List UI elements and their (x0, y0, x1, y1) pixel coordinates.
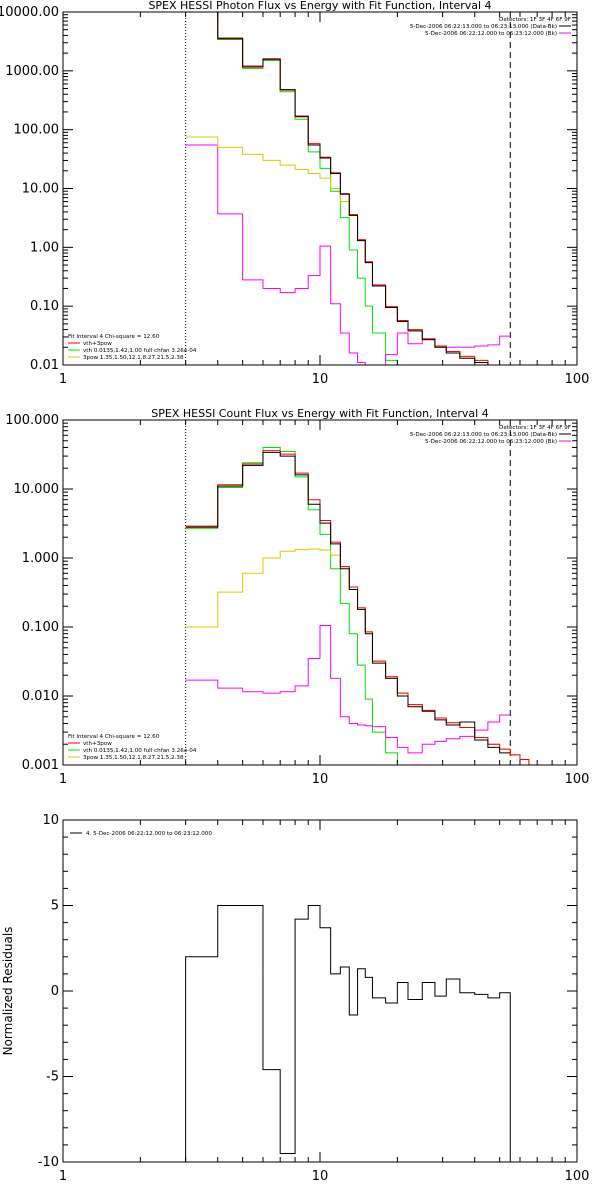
y-tick-label: -10 (38, 1155, 59, 1170)
series-yellow (185, 136, 489, 365)
series-black (185, 451, 511, 754)
legend-bottom-left-text: 3pow 1.35,1.50,12.1,8.27,21.5,2.38 (83, 755, 184, 761)
legend-bottom-left-text: Fit Interval 4 Chi-square = 12.60 (68, 334, 160, 340)
x-tick-label: 1 (59, 772, 67, 787)
y-tick-label: 0.01 (30, 358, 59, 373)
y-tick-label: 10000.00 (0, 5, 59, 20)
y-tick-label: 1.00 (30, 240, 59, 255)
legend-top-right-text: 5-Dec-2006 06:22:12.000 to 06:23:12.000 … (425, 439, 557, 445)
series-magenta (185, 625, 511, 754)
legend-bottom-left-text: vth+3pow (83, 341, 112, 347)
series-red (185, 12, 489, 365)
legend-top-left-text: 4. 5-Dec-2006 06:22:12.000 to 06:23:12.0… (86, 831, 212, 837)
legend-bottom-left-text: vth 0.0135,1.42,1.00 full chfan 3.26e-04 (83, 748, 197, 754)
series-group (185, 446, 538, 765)
y-tick-label: -5 (46, 1070, 59, 1085)
plot-frame (62, 11, 578, 366)
x-tick-label: 10 (312, 772, 329, 787)
x-tick-label: 100 (565, 772, 590, 787)
series-green (185, 12, 398, 365)
legend-bottom-left-text: 3pow 1.35,1.50,12.1,8.27,21.5,2.38 (83, 355, 184, 361)
y-tick-label: 10 (42, 813, 59, 828)
legend-top-right-text: 5-Dec-2006 06:22:12.000 to 06:23:12.000 … (425, 31, 557, 37)
y-tick-label: 1.000 (22, 551, 59, 566)
y-tick-label: 0.100 (22, 620, 59, 635)
x-tick-label: 100 (565, 1169, 590, 1184)
chart-title: SPEX HESSI Photon Flux vs Energy with Fi… (148, 0, 491, 12)
series-green (185, 446, 398, 765)
series-black (185, 12, 489, 365)
legend-bottom-left-text: vth+3pow (83, 741, 112, 747)
series-group (185, 905, 511, 1162)
series-magenta (185, 144, 511, 365)
legend-top-right-text: 5-Dec-2006 06:22:13.000 to 06:23:13.000 … (410, 24, 557, 30)
y-tick-label: 10.00 (22, 182, 59, 197)
x-tick-label: 10 (312, 372, 329, 387)
series-group (185, 12, 511, 365)
y-tick-label: 5 (51, 899, 59, 914)
y-tick-label: 100.000 (5, 413, 59, 428)
y-tick-label: 0.10 (30, 299, 59, 314)
y-tick-label: 0.010 (22, 689, 59, 704)
y-tick-label: 0.001 (22, 758, 59, 773)
y-axis-label: Normalized Residuals (1, 927, 15, 1056)
series-yellow (185, 548, 538, 765)
legend-top-right-text: Detectors: 1F 3F 4F 6F 9F (499, 17, 571, 23)
x-tick-label: 1 (59, 1169, 67, 1184)
y-tick-label: 10.000 (14, 482, 60, 497)
plot-frame (62, 419, 578, 766)
legend-top-right-text: 5-Dec-2006 06:22:13.000 to 06:23:13.000 … (410, 432, 557, 438)
chart-panel-3: Normalized Residuals 1 10 100 -10 -5 0 5 10 4. 5-… (1, 813, 589, 1184)
legend-bottom-left-text: vth 0.0135,1.42,1.00 full chfan 3.26e-04 (83, 348, 197, 354)
y-tick-label: 0 (51, 984, 59, 999)
chart-panel-1: SPEX HESSI Photon Flux vs Energy with Fi… (0, 0, 590, 387)
series-black (185, 905, 511, 1162)
x-tick-label: 10 (312, 1169, 329, 1184)
chart-title: SPEX HESSI Count Flux vs Energy with Fit… (151, 407, 488, 420)
x-tick-label: 1 (59, 372, 67, 387)
legend-bottom-left-text: Fit Interval 4 Chi-square = 12.60 (68, 734, 160, 740)
legend-top-right-text: Detectors: 1F 3F 4F 6F 9F (499, 425, 571, 431)
x-tick-label: 100 (565, 372, 590, 387)
series-red (185, 450, 538, 765)
chart-panel-2: SPEX HESSI Count Flux vs Energy with Fit… (5, 407, 590, 787)
y-tick-label: 100.00 (14, 123, 60, 138)
plot-frame (62, 819, 578, 1163)
y-tick-label: 1000.00 (5, 64, 59, 79)
